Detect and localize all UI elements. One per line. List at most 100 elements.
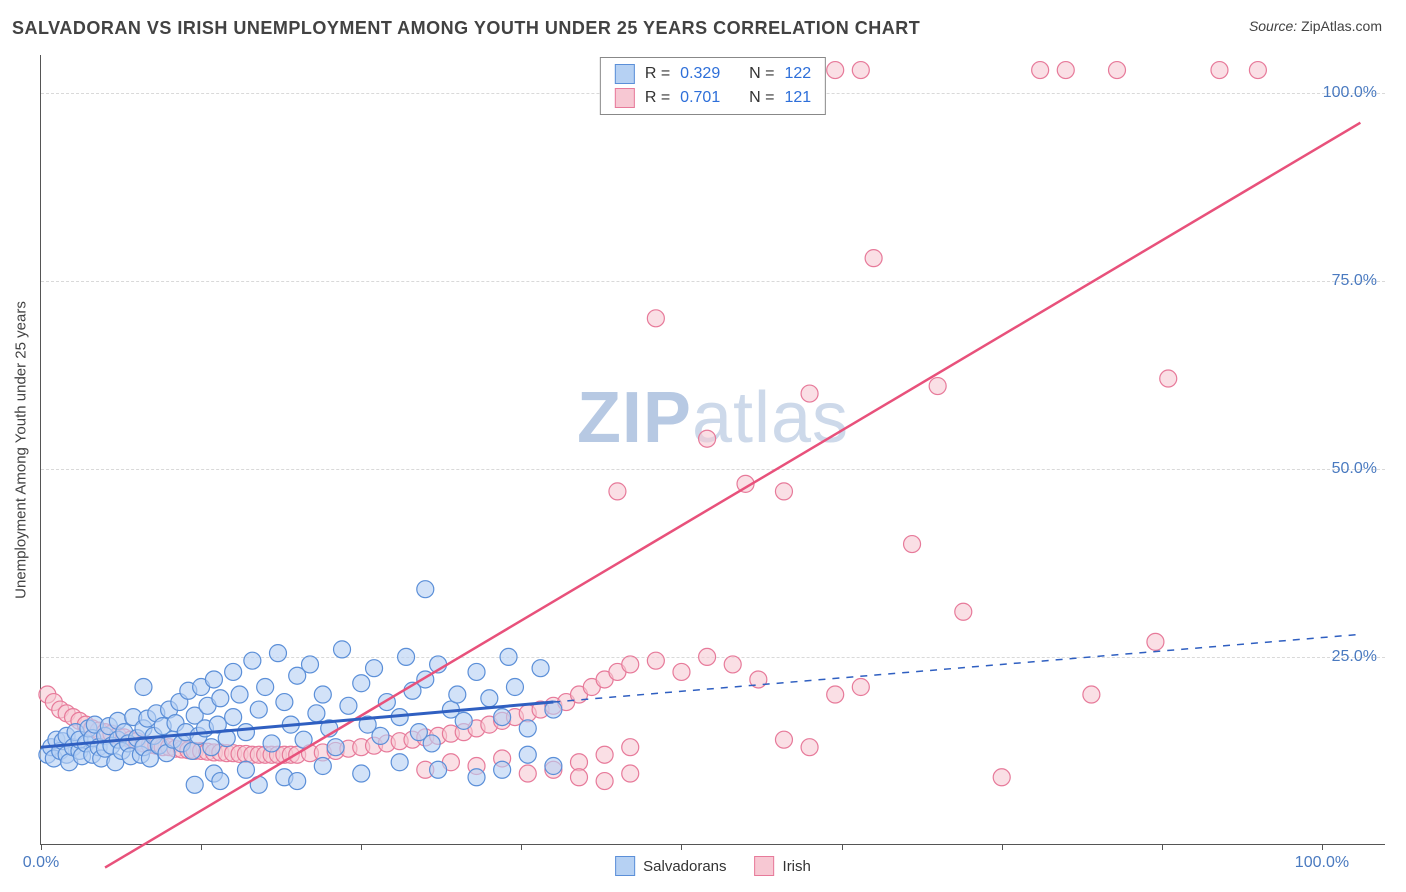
data-point (423, 735, 440, 752)
data-point (852, 679, 869, 696)
x-tick-mark (842, 844, 843, 850)
data-point (827, 62, 844, 79)
legend-item: Salvadorans (615, 856, 726, 876)
data-point (212, 690, 229, 707)
data-point (993, 769, 1010, 786)
data-point (1109, 62, 1126, 79)
data-point (724, 656, 741, 673)
data-point (225, 663, 242, 680)
data-point (775, 731, 792, 748)
data-point (327, 739, 344, 756)
x-tick-label: 100.0% (1295, 854, 1349, 872)
data-point (1211, 62, 1228, 79)
legend-swatch (755, 856, 775, 876)
x-tick-mark (681, 844, 682, 850)
data-point (506, 679, 523, 696)
data-point (186, 776, 203, 793)
data-point (673, 663, 690, 680)
data-point (276, 694, 293, 711)
stats-row: R = 0.701 N = 121 (615, 86, 811, 110)
data-point (596, 773, 613, 790)
data-point (865, 250, 882, 267)
trend-line-irish (105, 123, 1360, 868)
data-point (545, 758, 562, 775)
data-point (430, 761, 447, 778)
data-point (801, 385, 818, 402)
data-point (481, 690, 498, 707)
data-point (775, 483, 792, 500)
x-tick-mark (361, 844, 362, 850)
data-point (334, 641, 351, 658)
data-point (827, 686, 844, 703)
data-point (135, 679, 152, 696)
r-value: 0.329 (680, 65, 720, 83)
data-point (184, 742, 201, 759)
data-point (596, 746, 613, 763)
data-point (417, 581, 434, 598)
data-point (647, 310, 664, 327)
legend-label: Salvadorans (643, 858, 726, 875)
data-point (314, 686, 331, 703)
chart-title: SALVADORAN VS IRISH UNEMPLOYMENT AMONG Y… (12, 18, 920, 39)
data-point (353, 675, 370, 692)
data-point (519, 765, 536, 782)
n-label: N = (749, 65, 774, 83)
data-point (212, 773, 229, 790)
data-point (205, 671, 222, 688)
r-value: 0.701 (680, 89, 720, 107)
data-point (699, 430, 716, 447)
data-point (494, 761, 511, 778)
data-point (532, 660, 549, 677)
n-value: 121 (784, 89, 811, 107)
data-point (622, 656, 639, 673)
scatter-plot (41, 55, 1385, 844)
stats-box: R =0.329 N =122 R = 0.701 N = 121 (600, 57, 826, 115)
x-tick-mark (201, 844, 202, 850)
data-point (609, 483, 626, 500)
x-tick-mark (521, 844, 522, 850)
n-label: N = (749, 89, 774, 107)
legend-item: Irish (755, 856, 811, 876)
data-point (1249, 62, 1266, 79)
r-label: R = (645, 89, 670, 107)
data-point (269, 645, 286, 662)
data-point (647, 652, 664, 669)
data-point (244, 652, 261, 669)
data-point (1147, 633, 1164, 650)
data-point (494, 709, 511, 726)
data-point (231, 686, 248, 703)
data-point (622, 739, 639, 756)
x-tick-mark (1002, 844, 1003, 850)
stats-row: R =0.329 N =122 (615, 62, 811, 86)
data-point (571, 769, 588, 786)
data-point (468, 769, 485, 786)
data-point (519, 746, 536, 763)
data-point (468, 663, 485, 680)
data-point (257, 679, 274, 696)
legend-swatch (615, 856, 635, 876)
data-point (929, 378, 946, 395)
data-point (237, 724, 254, 741)
data-point (801, 739, 818, 756)
chart-plot-area: Unemployment Among Youth under 25 years … (40, 55, 1385, 845)
data-point (372, 727, 389, 744)
data-point (449, 686, 466, 703)
legend-label: Irish (783, 858, 811, 875)
data-point (391, 754, 408, 771)
data-point (314, 758, 331, 775)
data-point (289, 773, 306, 790)
data-point (500, 648, 517, 665)
data-point (622, 765, 639, 782)
stats-swatch (615, 88, 635, 108)
y-axis-label: Unemployment Among Youth under 25 years (13, 301, 30, 599)
data-point (366, 660, 383, 677)
data-point (699, 648, 716, 665)
x-tick-mark (41, 844, 42, 850)
source-label: Source: (1249, 18, 1297, 34)
data-point (455, 712, 472, 729)
source-credit: Source: ZipAtlas.com (1249, 18, 1382, 34)
data-point (225, 709, 242, 726)
data-point (203, 739, 220, 756)
data-point (302, 656, 319, 673)
data-point (250, 701, 267, 718)
